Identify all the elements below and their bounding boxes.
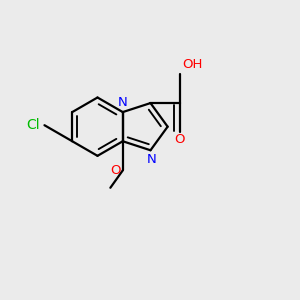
Text: N: N — [147, 153, 157, 166]
Text: O: O — [110, 164, 121, 177]
Text: N: N — [118, 96, 128, 109]
Text: OH: OH — [183, 58, 203, 71]
Text: Cl: Cl — [26, 118, 40, 132]
Text: O: O — [174, 133, 185, 146]
